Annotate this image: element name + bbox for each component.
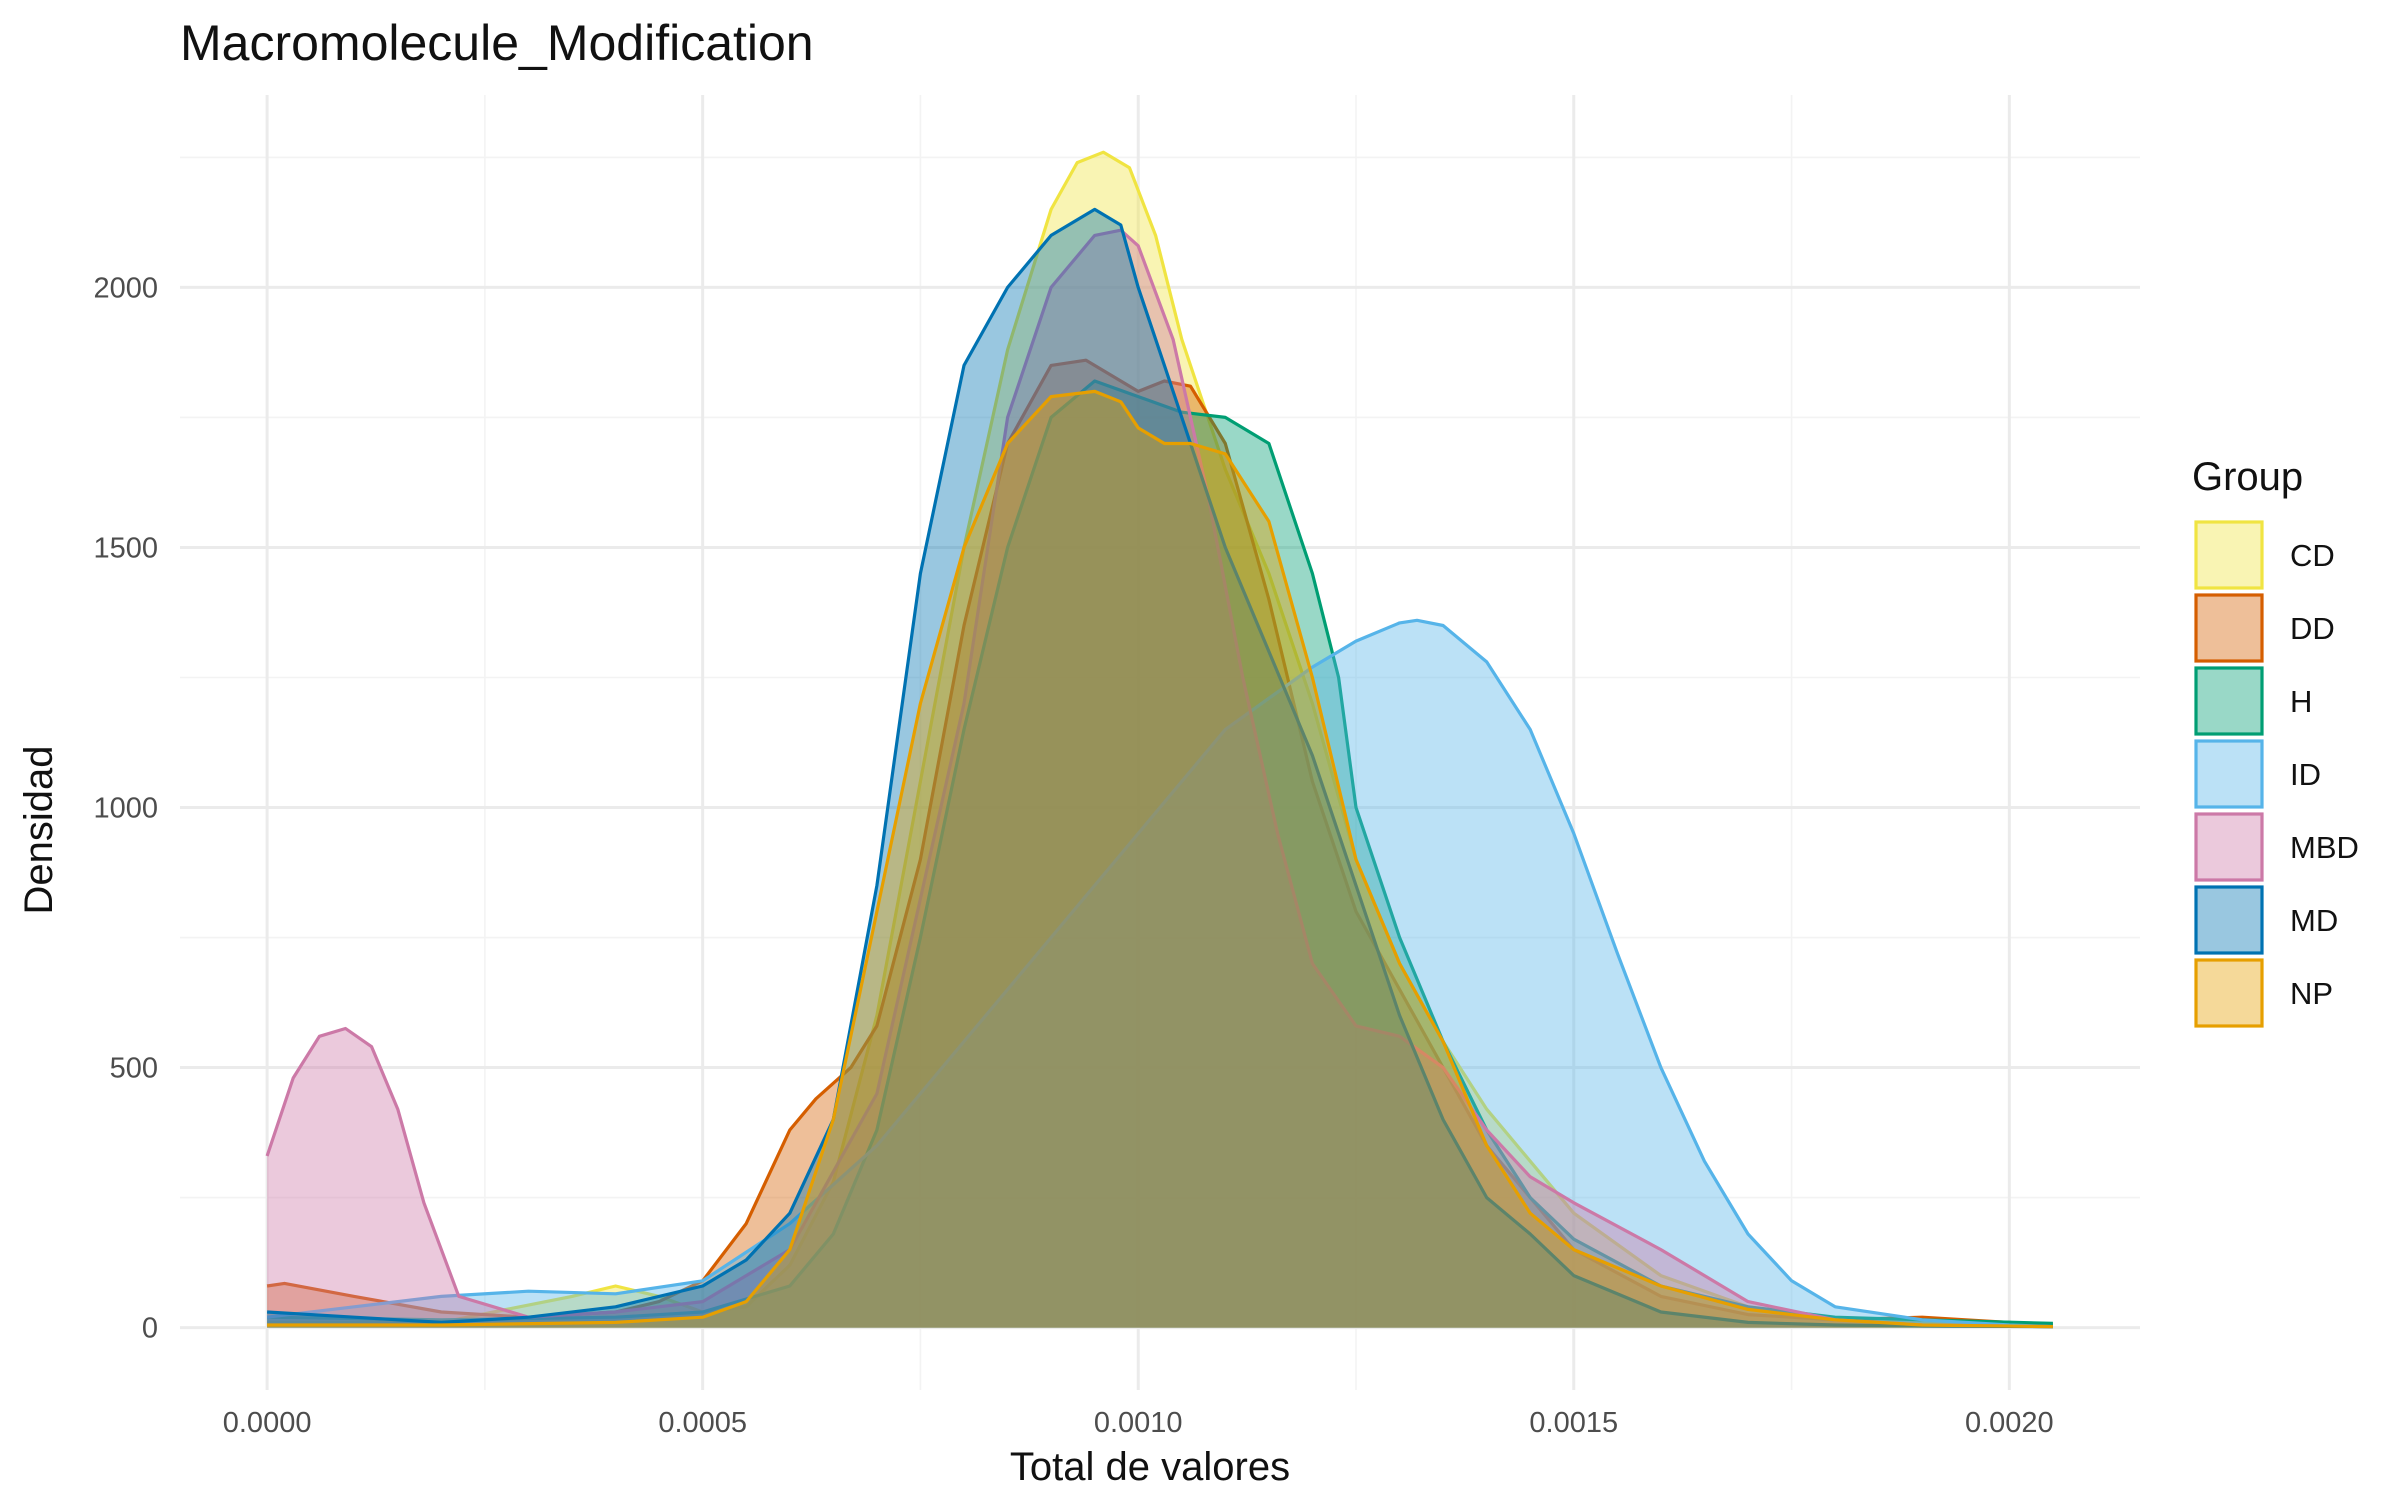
legend: Group CD DD H ID MBD MD NP bbox=[2192, 455, 2359, 1028]
legend-item-mbd: MBD bbox=[2194, 812, 2359, 882]
legend-swatch-id bbox=[2194, 739, 2264, 809]
legend-swatch-mbd bbox=[2194, 812, 2264, 882]
legend-item-np: NP bbox=[2194, 958, 2333, 1028]
density-areas bbox=[265, 150, 2053, 1329]
density-area-np bbox=[267, 391, 2053, 1328]
x-tick-label: 0.0020 bbox=[1965, 1407, 2054, 1439]
density-area-md bbox=[267, 209, 2053, 1328]
legend-label-mbd: MBD bbox=[2290, 830, 2359, 865]
x-axis-title: Total de valores bbox=[1010, 1445, 1290, 1489]
legend-swatch-cd bbox=[2194, 520, 2264, 590]
x-tick-label: 0.0005 bbox=[658, 1407, 747, 1439]
chart-title: Macromolecule_Modification bbox=[180, 15, 814, 71]
legend-swatch-np bbox=[2194, 958, 2264, 1028]
legend-label-dd: DD bbox=[2290, 611, 2335, 646]
legend-item-md: MD bbox=[2194, 885, 2338, 955]
density-area-h bbox=[267, 381, 2053, 1328]
y-tick-label: 500 bbox=[110, 1053, 158, 1085]
y-tick-label: 1500 bbox=[93, 532, 158, 564]
legend-item-cd: CD bbox=[2194, 520, 2335, 590]
x-tick-label: 0.0015 bbox=[1529, 1407, 1618, 1439]
density-area-dd bbox=[267, 360, 2053, 1328]
density-line-md bbox=[267, 207, 2053, 1329]
density-line-h bbox=[267, 379, 2053, 1325]
legend-label-np: NP bbox=[2290, 976, 2333, 1011]
x-tick-label: 0.0000 bbox=[223, 1407, 312, 1439]
legend-swatch-md bbox=[2194, 885, 2264, 955]
density-area-cd bbox=[267, 152, 2053, 1328]
legend-title: Group bbox=[2192, 455, 2303, 499]
legend-swatch-h bbox=[2194, 666, 2264, 736]
legend-swatch-dd bbox=[2194, 593, 2264, 663]
legend-label-h: H bbox=[2290, 684, 2312, 719]
legend-label-id: ID bbox=[2290, 757, 2321, 792]
density-area-mbd bbox=[267, 230, 2053, 1328]
y-axis-ticks: 0 500 1000 1500 2000 bbox=[93, 272, 158, 1344]
density-area-id bbox=[267, 620, 2053, 1328]
x-tick-label: 0.0010 bbox=[1094, 1407, 1183, 1439]
legend-label-cd: CD bbox=[2290, 538, 2335, 573]
y-tick-label: 0 bbox=[142, 1313, 158, 1345]
legend-item-h: H bbox=[2194, 666, 2312, 736]
x-axis-ticks: 0.0000 0.0005 0.0010 0.0015 0.0020 bbox=[223, 1407, 2054, 1439]
y-axis-title: Densidad bbox=[17, 745, 61, 914]
legend-label-md: MD bbox=[2290, 903, 2338, 938]
density-line-id bbox=[266, 618, 2053, 1329]
y-tick-label: 1000 bbox=[93, 793, 158, 825]
legend-item-dd: DD bbox=[2194, 593, 2335, 663]
y-tick-label: 2000 bbox=[93, 272, 158, 304]
legend-item-id: ID bbox=[2194, 739, 2321, 809]
density-line-np bbox=[267, 389, 2053, 1329]
legend-items: CD DD H ID MBD MD NP bbox=[2194, 520, 2359, 1028]
